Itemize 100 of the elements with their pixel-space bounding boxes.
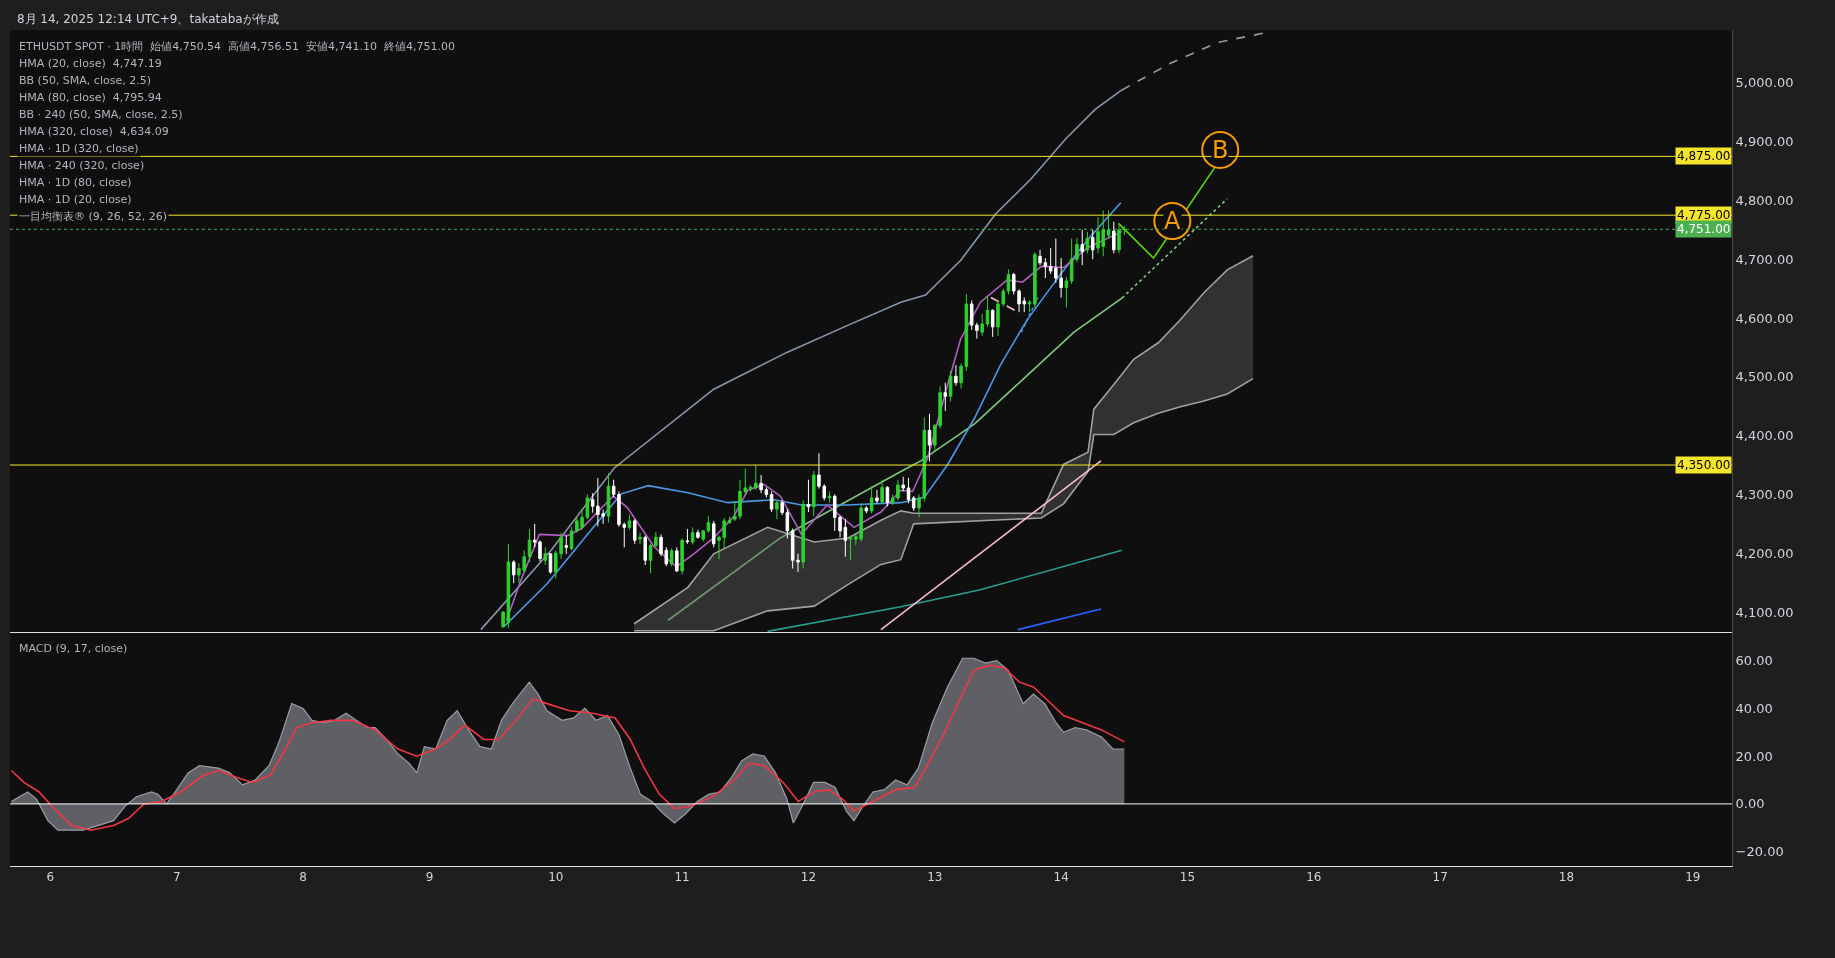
candlestick <box>1122 225 1127 236</box>
y-tick-label: 40.00 <box>1735 700 1773 716</box>
candlestick <box>690 526 695 545</box>
candlestick <box>801 499 805 570</box>
x-tick-label: 8 <box>299 870 307 885</box>
candlestick <box>880 479 884 505</box>
candlestick <box>1106 209 1111 240</box>
line-series <box>766 549 1123 632</box>
candlestick <box>927 413 932 463</box>
candlestick <box>864 507 869 514</box>
candlestick <box>985 295 990 328</box>
y-tick-label: 4,800.00 <box>1735 193 1794 209</box>
annotation: HMA · 1D (80, close) <box>19 176 132 189</box>
annotation: 一目均衡表® (9, 26, 52, 26) <box>19 210 168 223</box>
candlestick <box>990 308 995 338</box>
candlestick <box>606 472 611 524</box>
candlestick <box>875 489 879 504</box>
x-tick-label: 14 <box>1053 870 1069 885</box>
y-tick-label: 20.00 <box>1735 748 1773 764</box>
ref-line-label: 4,751.00 <box>1677 222 1731 236</box>
ref-line-label: 4,350.00 <box>1677 458 1731 472</box>
annotation: HMA · 1D (320, close) <box>19 142 139 155</box>
candlestick <box>901 476 905 492</box>
candlestick <box>727 516 732 524</box>
candlestick <box>848 535 853 561</box>
y-tick-label: 4,600.00 <box>1735 310 1794 326</box>
y-tick-label: 4,100.00 <box>1735 604 1794 620</box>
annotation: BB · 240 (50, SMA, close, 2.5) <box>19 108 183 121</box>
ref-line-label: 4,775.00 <box>1677 208 1731 222</box>
y-tick-label: 4,200.00 <box>1735 545 1794 561</box>
annotation: HMA · 240 (320, close) <box>19 159 145 172</box>
candlestick <box>775 499 779 520</box>
x-tick-label: 11 <box>674 870 690 885</box>
annotation: HMA · 1D (20, close) <box>19 193 132 206</box>
candlestick <box>685 528 690 545</box>
y-tick-label: 0.00 <box>1735 796 1765 812</box>
candlestick <box>669 548 674 567</box>
candlestick <box>812 470 816 517</box>
candlestick <box>1112 221 1116 254</box>
x-tick-label: 15 <box>1179 870 1196 885</box>
x-tick-label: 18 <box>1558 870 1575 885</box>
candlestick <box>943 382 948 412</box>
x-tick-label: 7 <box>172 870 181 885</box>
annotation: MACD (9, 17, close) <box>19 642 128 655</box>
y-tick-label: 4,500.00 <box>1735 369 1794 385</box>
y-tick-label: 4,700.00 <box>1735 251 1794 267</box>
candlestick <box>643 535 647 566</box>
x-tick-label: 19 <box>1685 870 1701 885</box>
x-tick-label: 16 <box>1306 870 1322 885</box>
y-tick-label: 4,900.00 <box>1735 134 1794 150</box>
annotation: BB (50, SMA, close, 2.5) <box>19 74 151 87</box>
candlestick <box>638 532 642 545</box>
annotation: HMA (320, close) 4,634.09 <box>19 125 169 138</box>
candlestick <box>696 529 700 540</box>
candlestick <box>911 495 916 512</box>
candlestick <box>680 538 684 575</box>
chart-title: 8月 14, 2025 12:14 UTC+9、takatabaが作成 <box>16 11 279 26</box>
candlestick <box>675 546 679 573</box>
x-tick-label: 17 <box>1432 870 1448 885</box>
line-series <box>1121 32 1266 91</box>
candlestick <box>1117 225 1121 254</box>
candlestick <box>648 543 653 574</box>
y-tick-label: 5,000.00 <box>1735 75 1794 91</box>
candlestick <box>1085 231 1090 254</box>
x-tick-label: 12 <box>800 870 817 885</box>
annotation: HMA (80, close) 4,795.94 <box>19 91 162 104</box>
candlestick <box>980 313 984 337</box>
candlestick <box>906 477 911 504</box>
x-tick-label: 6 <box>46 870 55 885</box>
annotation: B <box>1212 136 1229 164</box>
candlestick <box>948 370 953 403</box>
candlestick <box>954 364 958 387</box>
annotation: HMA (20, close) 4,747.19 <box>19 57 162 70</box>
x-tick-label: 9 <box>425 870 434 885</box>
candlestick <box>1090 229 1095 260</box>
candlestick <box>1027 299 1032 313</box>
candlestick <box>711 520 716 548</box>
ref-line-label: 4,875.00 <box>1677 149 1731 163</box>
candlestick <box>806 479 811 513</box>
y-tick-label: 4,400.00 <box>1735 428 1794 444</box>
x-tick-label: 13 <box>927 870 943 885</box>
annotation: ETHUSDT SPOT · 1時間 始値4,750.54 高値4,756.51 安値4,741.10 終値4,751.00 <box>19 40 456 53</box>
line-series <box>480 89 1123 631</box>
candlestick <box>1033 251 1037 310</box>
y-tick-label: 60.00 <box>1735 653 1773 669</box>
y-tick-label: 4,300.00 <box>1735 486 1794 502</box>
y-tick-label: −20.00 <box>1735 844 1784 860</box>
candlestick <box>869 485 874 514</box>
annotation: A <box>1164 207 1181 235</box>
candlestick <box>1006 268 1011 296</box>
candlestick <box>527 528 532 563</box>
candlestick <box>627 513 632 531</box>
candlestick <box>632 518 637 545</box>
candlestick <box>769 490 774 513</box>
candlestick <box>827 490 832 504</box>
candlestick <box>564 535 569 555</box>
x-tick-label: 10 <box>548 870 564 885</box>
candlestick <box>543 546 548 566</box>
candlestick <box>1080 229 1085 266</box>
candlestick <box>1064 276 1069 308</box>
